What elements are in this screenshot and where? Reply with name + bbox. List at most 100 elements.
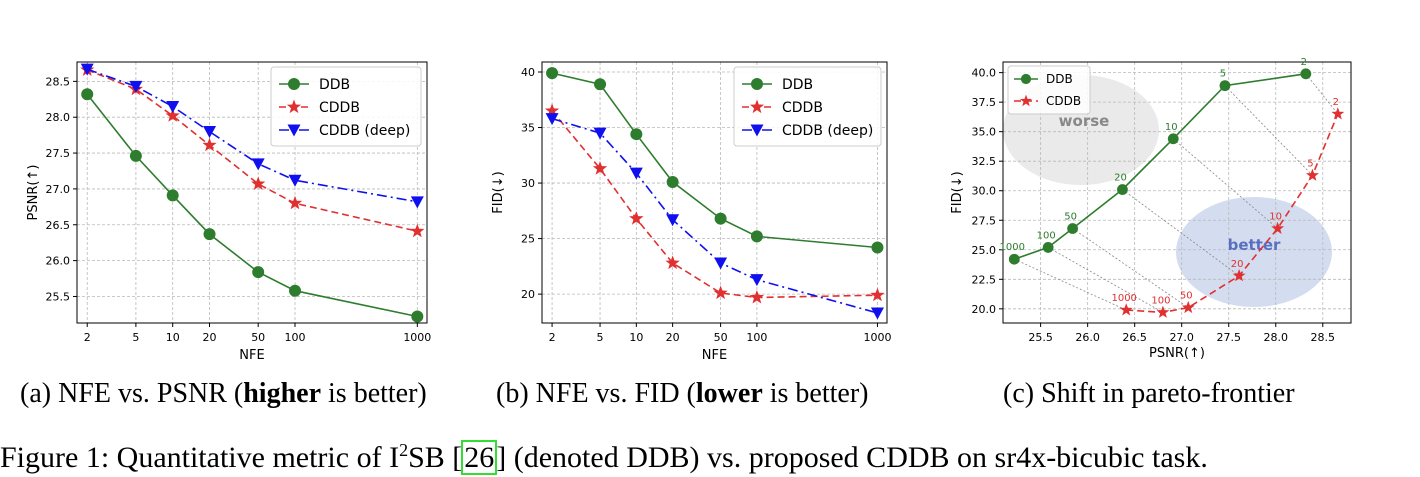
data-point-b-0-3 — [666, 175, 679, 188]
x-tick-label-c-5: 28.0 — [1264, 331, 1289, 344]
point-label-c-0-6: 2 — [1301, 57, 1307, 68]
data-point-a-0-5 — [289, 284, 302, 297]
data-point-a-2-2 — [166, 100, 180, 113]
plot-frame — [1002, 61, 1352, 324]
x-axis-label-a: NFE — [239, 348, 264, 363]
caption-b: (b) NFE vs. FID (lower is better) — [496, 378, 869, 410]
x-tick-label-b-2: 10 — [629, 331, 643, 344]
point-label-c-1-5: 5 — [1307, 158, 1313, 169]
data-point-b-0-1 — [594, 78, 607, 91]
data-point-b-2-4 — [714, 257, 728, 270]
y-tick-label-c-5: 32.5 — [972, 155, 997, 168]
data-point-a-1-5 — [287, 195, 303, 210]
plot-frame — [541, 61, 888, 324]
point-label-c-0-0: 1000 — [1000, 242, 1025, 253]
data-point-a-0-0 — [81, 88, 94, 101]
data-point-b-1-4 — [713, 285, 728, 300]
data-point-b-0-5 — [750, 230, 763, 243]
connector-line-0 — [1014, 258, 1127, 311]
y-tick-label-a-1: 26.0 — [46, 255, 71, 268]
y-tick-label-c-2: 25.0 — [972, 244, 997, 257]
data-point-b-2-5 — [750, 274, 764, 287]
legend-marker-a-2 — [287, 124, 301, 137]
point-label-c-1-2: 50 — [1180, 291, 1193, 302]
legend-marker-b-1 — [749, 99, 765, 114]
legend-marker-c-0 — [1020, 73, 1032, 85]
data-point-b-0-6 — [871, 241, 884, 254]
x-tick-label-b-1: 5 — [597, 331, 604, 344]
legend-marker-a-1 — [286, 99, 302, 114]
data-point-c-0-3 — [1117, 184, 1128, 195]
x-tick-label-b-3: 20 — [666, 331, 680, 344]
plot-frame — [76, 61, 428, 324]
data-point-a-0-6 — [411, 310, 424, 323]
point-label-c-1-4: 10 — [1269, 212, 1282, 223]
x-tick-label-b-4: 50 — [714, 331, 728, 344]
x-tick-label-c-4: 27.5 — [1216, 331, 1241, 344]
x-tick-label-a-5: 100 — [285, 331, 306, 344]
x-tick-label-c-3: 27.0 — [1169, 331, 1194, 344]
point-label-c-1-0: 1000 — [1111, 293, 1136, 304]
figure-caption-pre: Figure 1: Quantitative metric of I — [0, 441, 400, 474]
data-point-b-1-0 — [544, 103, 560, 117]
x-tick-label-c-0: 25.5 — [1028, 331, 1053, 344]
x-tick-label-a-6: 1000 — [403, 331, 431, 344]
legend-label-c-1: CDDB — [1046, 94, 1081, 108]
caption-a-pre: (a) NFE vs. PSNR ( — [20, 378, 244, 409]
data-point-a-1-6 — [410, 223, 425, 238]
y-axis-label-a: PSNR(↑) — [26, 165, 41, 221]
connector-line-2 — [1072, 228, 1189, 308]
data-point-c-0-2 — [1067, 223, 1078, 234]
point-label-c-0-4: 10 — [1165, 122, 1178, 133]
y-tick-label-a-5: 28.0 — [46, 111, 71, 124]
connector-line-1 — [1047, 247, 1164, 313]
x-tick-label-c-2: 26.5 — [1122, 331, 1147, 344]
data-point-a-2-3 — [203, 126, 217, 139]
point-label-c-0-5: 5 — [1220, 69, 1226, 80]
figure-caption-post: ] (denoted DDB) vs. proposed CDDB on sr4… — [496, 441, 1208, 474]
data-point-c-1-4 — [1271, 221, 1285, 234]
figure-caption: Figure 1: Quantitative metric of I2SB [2… — [0, 433, 1208, 475]
data-point-a-2-6 — [410, 196, 424, 209]
data-point-a-0-3 — [203, 228, 216, 241]
point-label-c-1-1: 100 — [1151, 295, 1170, 306]
data-point-b-1-6 — [870, 287, 885, 302]
x-tick-label-a-1: 5 — [132, 331, 139, 344]
y-tick-label-b-3: 35 — [521, 122, 535, 135]
y-axis-label-b: FID(↓) — [491, 171, 506, 213]
connector-line-3 — [1122, 189, 1240, 277]
legend-marker-c-1 — [1019, 94, 1033, 107]
data-point-b-1-5 — [749, 290, 764, 304]
x-axis-label-c: PSNR(↑) — [1149, 346, 1205, 361]
legend-label-a-2: CDDB (deep) — [319, 123, 410, 139]
citation-link[interactable]: 26 — [461, 440, 498, 475]
x-tick-label-a-2: 10 — [166, 331, 180, 344]
data-point-b-2-6 — [870, 307, 884, 320]
x-tick-label-a-4: 50 — [251, 331, 265, 344]
point-label-c-0-1: 100 — [1037, 230, 1056, 241]
data-point-a-1-3 — [202, 137, 217, 152]
connector-line-4 — [1172, 138, 1278, 229]
data-point-a-2-5 — [288, 174, 302, 187]
data-point-b-2-2 — [629, 167, 643, 180]
data-point-b-2-1 — [593, 127, 607, 140]
y-axis-label-c: FID(↓) — [950, 171, 965, 213]
y-tick-label-c-4: 30.0 — [972, 185, 997, 198]
legend-marker-a-0 — [288, 78, 300, 90]
data-point-b-0-0 — [546, 67, 559, 80]
connector-line-5 — [1224, 85, 1313, 176]
legend-label-b-1: CDDB — [782, 100, 823, 116]
caption-a-bold: higher — [243, 378, 322, 409]
data-point-c-1-1 — [1156, 305, 1170, 318]
data-point-c-1-3 — [1232, 269, 1246, 282]
data-point-b-1-1 — [592, 161, 608, 175]
point-label-c-1-3: 20 — [1231, 259, 1244, 270]
caption-b-post: is better) — [762, 378, 869, 409]
x-tick-label-b-5: 100 — [746, 331, 767, 344]
data-point-c-0-1 — [1042, 242, 1054, 253]
caption-c: (c) Shift in pareto-frontier — [1003, 378, 1295, 410]
data-point-b-2-0 — [545, 113, 559, 126]
